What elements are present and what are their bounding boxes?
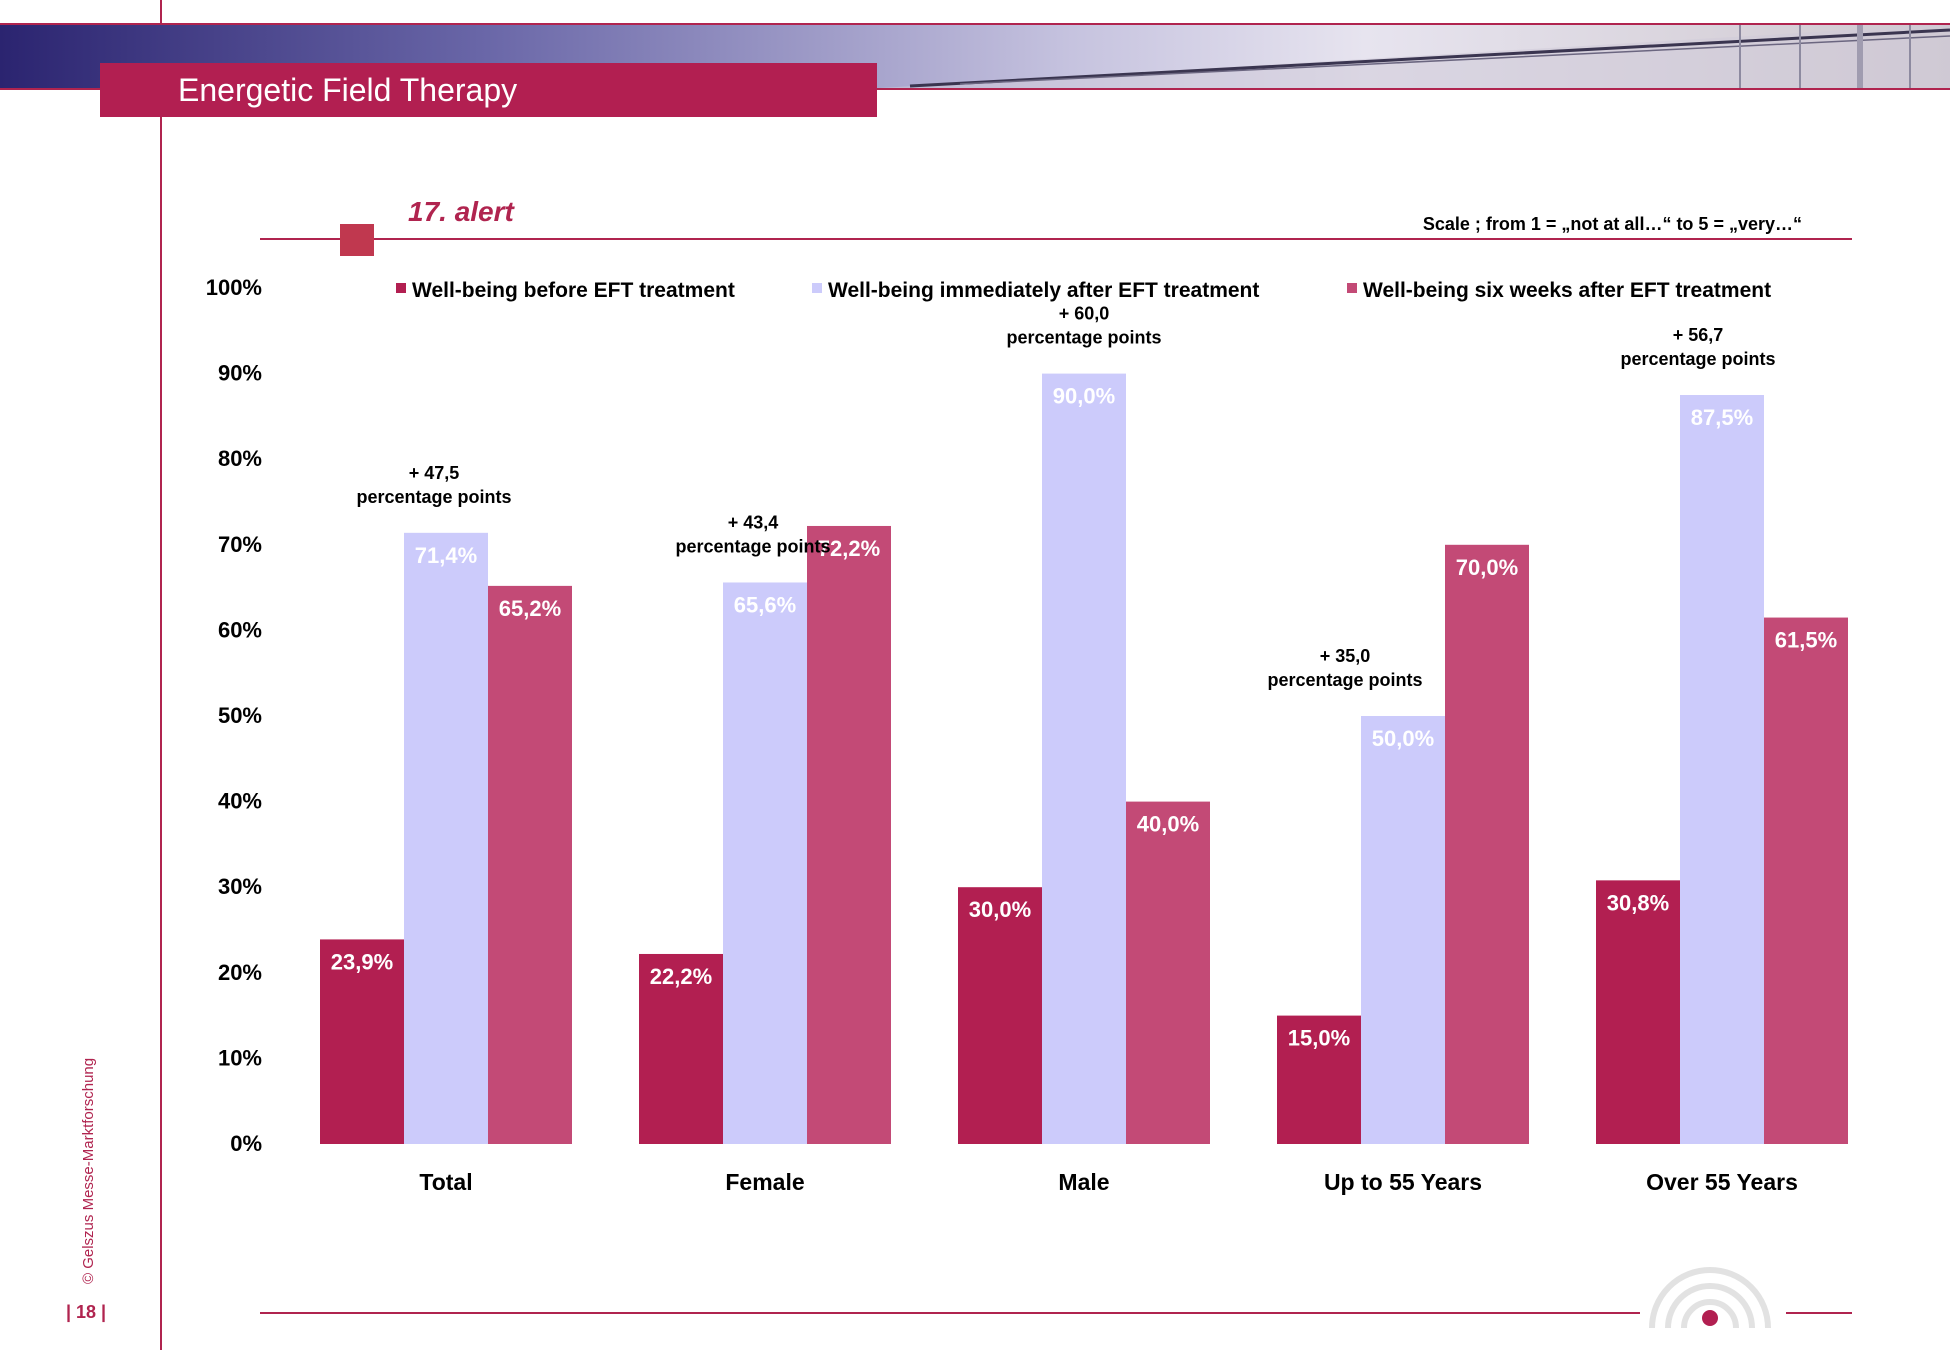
y-tick-label: 70% [218,532,262,557]
bar [807,525,891,1144]
company-logo [1649,1267,1771,1329]
y-tick-label: 100% [206,275,262,300]
legend-label: Well-being before EFT treatment [412,279,735,302]
bar-value-label: 15,0% [1288,1026,1350,1051]
chart-subtitle: 17. alert [408,196,514,227]
bar [1764,617,1848,1144]
legend-label: Well-being six weeks after EFT treatment [1363,279,1771,302]
bar [958,887,1042,1144]
annotation-value: + 43,4 [728,512,779,532]
banner-top-rule [0,23,1950,25]
bar-value-label: 71,4% [415,543,477,568]
annotation-value: + 56,7 [1673,325,1724,345]
bar-value-label: 40,0% [1137,812,1199,837]
bar-value-label: 50,0% [1372,726,1434,751]
bar [639,953,723,1144]
annotation-label: percentage points [1620,349,1775,369]
x-category-label: Female [725,1169,804,1195]
bar-value-label: 65,6% [734,592,796,617]
annotation-value: + 47,5 [409,463,460,483]
building-header-image [880,24,1950,88]
copyright-text: © Gelszus Messe-Marktforschung [80,1057,97,1284]
bar [488,585,572,1144]
y-tick-label: 40% [218,789,262,814]
bar-value-label: 65,2% [499,596,561,621]
scale-note: Scale ; from 1 = „not at all…“ to 5 = „v… [1422,214,1802,234]
annotation-label: percentage points [1267,670,1422,690]
annotation-label: percentage points [1006,328,1161,348]
y-tick-label: 10% [218,1045,262,1070]
bar-value-label: 30,0% [969,897,1031,922]
bar-value-label: 61,5% [1775,628,1837,653]
bar-value-label: 23,9% [331,949,393,974]
y-tick-label: 60% [218,617,262,642]
bar [1042,373,1126,1145]
y-tick-label: 90% [218,361,262,386]
bar [723,582,807,1144]
annotation-value: + 35,0 [1320,646,1371,666]
footer-rule-left [260,1312,1640,1314]
bar-value-label: 87,5% [1691,405,1753,430]
bar [320,939,404,1144]
legend-swatch [812,283,822,293]
subtitle-marker [340,224,374,256]
x-category-label: Up to 55 Years [1324,1169,1482,1195]
legend-swatch [396,283,406,293]
y-tick-label: 0% [230,1131,262,1156]
page-title: Energetic Field Therapy [100,63,877,117]
bar-value-label: 22,2% [650,964,712,989]
annotation-label: percentage points [356,487,511,507]
x-category-label: Over 55 Years [1646,1169,1798,1195]
page-number: | 18 | [66,1302,107,1322]
bar [1277,1015,1361,1144]
bar [1126,801,1210,1144]
bar [1445,544,1529,1144]
bar-value-label: 70,0% [1456,555,1518,580]
y-tick-label: 30% [218,874,262,899]
y-tick-label: 50% [218,703,262,728]
legend-label: Well-being immediately after EFT treatme… [828,279,1259,302]
footer-rule-right [1786,1312,1852,1314]
bar [1596,880,1680,1144]
annotation-label: percentage points [675,536,830,556]
y-tick-label: 80% [218,446,262,471]
x-category-label: Male [1058,1169,1109,1195]
y-tick-label: 20% [218,960,262,985]
subtitle-rule [260,238,1852,240]
annotation-value: + 60,0 [1059,304,1110,324]
bar-value-label: 72,2% [818,536,880,561]
left-accent-rule [160,0,162,1350]
bar [404,532,488,1144]
bar-value-label: 90,0% [1053,384,1115,409]
banner-bottom-rule [0,88,1950,90]
bar [1680,395,1764,1144]
bar [1361,716,1445,1144]
x-category-label: Total [419,1169,472,1195]
legend-swatch [1347,283,1357,293]
bar-value-label: 30,8% [1607,890,1669,915]
